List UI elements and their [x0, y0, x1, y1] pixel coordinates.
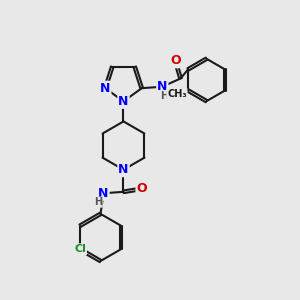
Text: CH₃: CH₃: [167, 89, 187, 99]
Text: O: O: [170, 54, 181, 67]
Text: N: N: [157, 80, 167, 93]
Text: N: N: [98, 187, 109, 200]
Text: O: O: [136, 182, 147, 195]
Text: N: N: [100, 82, 110, 95]
Text: H: H: [160, 91, 168, 101]
Text: N: N: [118, 95, 129, 108]
Text: H: H: [94, 197, 102, 207]
Text: N: N: [118, 163, 129, 176]
Text: Cl: Cl: [74, 244, 86, 254]
